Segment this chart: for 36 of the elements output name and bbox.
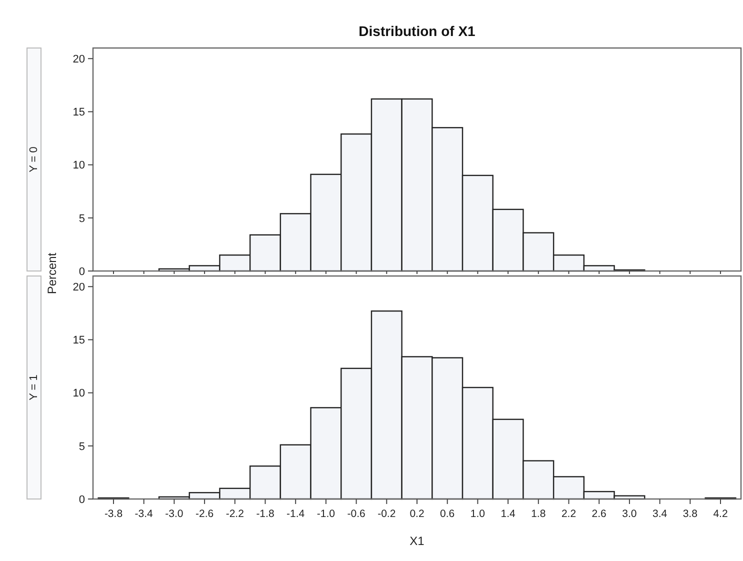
y-tick-label: 15 [72,106,85,119]
chart-title: Distribution of X1 [358,23,476,39]
y-tick-label: 20 [72,281,85,294]
x-tick-label: -0.2 [378,508,396,520]
y-axis-title: Percent [45,252,59,294]
x-tick-label: -1.4 [286,508,305,520]
x-tick-label: -2.6 [195,508,214,520]
text: Y = 1 [28,374,40,400]
y-tick-label: 0 [78,494,85,506]
x-tick-label: -1.0 [316,508,336,520]
x-tick-label: -1.8 [256,508,274,520]
x-tick-label: 3.4 [652,508,668,520]
y-tick-label: 20 [72,53,85,66]
y-tick-label: 5 [78,212,85,225]
y-tick-label: 15 [72,334,85,347]
x-tick-label: -0.6 [347,508,366,520]
x-tick-label: 1.4 [500,508,516,520]
x-axis-title: X1 [410,534,425,548]
x-tick-label: 2.6 [592,508,607,520]
y-tick-label: 10 [72,160,85,172]
x-tick-label: 3.8 [682,508,698,520]
x-tick-label: 3.0 [622,508,637,520]
x-tick-label: -3.0 [165,508,184,520]
y-tick-label: 10 [72,388,85,400]
x-tick-label: -3.8 [104,508,123,520]
y-tick-label: 5 [78,440,85,453]
x-tick-label: -3.4 [134,508,154,520]
x-tick-label: 2.2 [561,508,576,520]
y-tick-label: 0 [78,266,85,278]
text: Y = 0 [28,146,40,172]
x-tick-label: 4.2 [713,508,728,520]
x-tick-label: 0.6 [440,508,455,520]
x-tick-label: 1.0 [470,508,486,520]
x-tick-label: 1.8 [531,508,546,520]
x-tick-label: 0.2 [410,508,424,520]
x-tick-label: -2.2 [226,508,244,520]
